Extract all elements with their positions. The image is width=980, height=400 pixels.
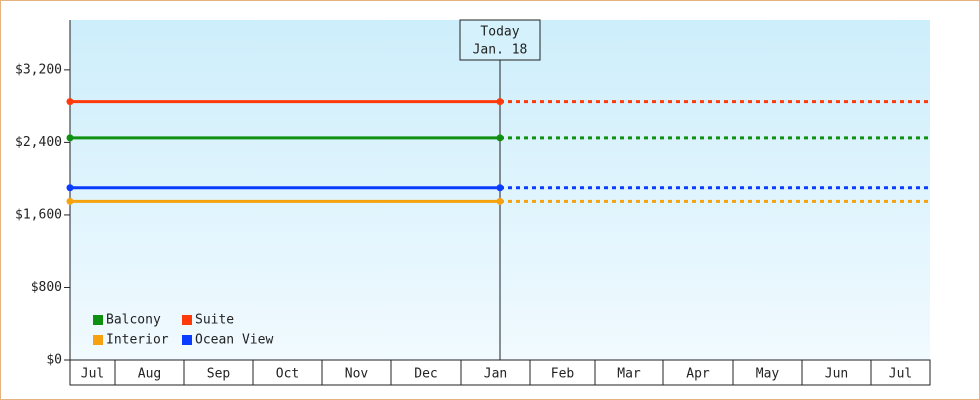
point — [66, 98, 74, 106]
point — [66, 184, 74, 192]
x-tick-label: Mar — [617, 367, 641, 382]
point — [496, 197, 504, 205]
today-title: Today — [480, 25, 519, 40]
x-tick-label: Jan — [484, 367, 507, 382]
x-tick-label: Aug — [138, 367, 161, 382]
y-tick-label: $0 — [46, 353, 62, 368]
x-tick-label: Sep — [207, 367, 231, 382]
legend-label: Balcony — [106, 313, 161, 328]
x-tick-label: Apr — [686, 367, 710, 382]
x-tick-label: Jul — [81, 367, 104, 382]
point — [496, 134, 504, 142]
x-tick-label: Dec — [414, 367, 437, 382]
x-tick-label: Feb — [551, 367, 575, 382]
legend-label: Suite — [195, 313, 234, 328]
point — [496, 184, 504, 192]
legend-label: Interior — [106, 333, 169, 348]
y-tick-label: $2,400 — [15, 135, 62, 150]
point — [66, 197, 74, 205]
y-tick-label: $1,600 — [15, 207, 62, 222]
legend-swatch — [182, 335, 192, 345]
x-tick-label: Jun — [825, 367, 848, 382]
y-tick-label: $3,200 — [15, 62, 62, 77]
y-tick-label: $800 — [31, 280, 62, 295]
today-date: Jan. 18 — [473, 43, 528, 58]
legend-label: Ocean View — [195, 333, 273, 348]
legend-swatch — [182, 315, 192, 325]
point — [496, 98, 504, 106]
x-tick-label: Oct — [276, 367, 299, 382]
point — [66, 134, 74, 142]
today-box — [459, 19, 541, 61]
legend-swatch — [93, 335, 103, 345]
legend-swatch — [93, 315, 103, 325]
x-tick-label: Nov — [345, 367, 369, 382]
x-tick-label: Jul — [889, 367, 912, 382]
x-tick-label: May — [756, 367, 780, 382]
